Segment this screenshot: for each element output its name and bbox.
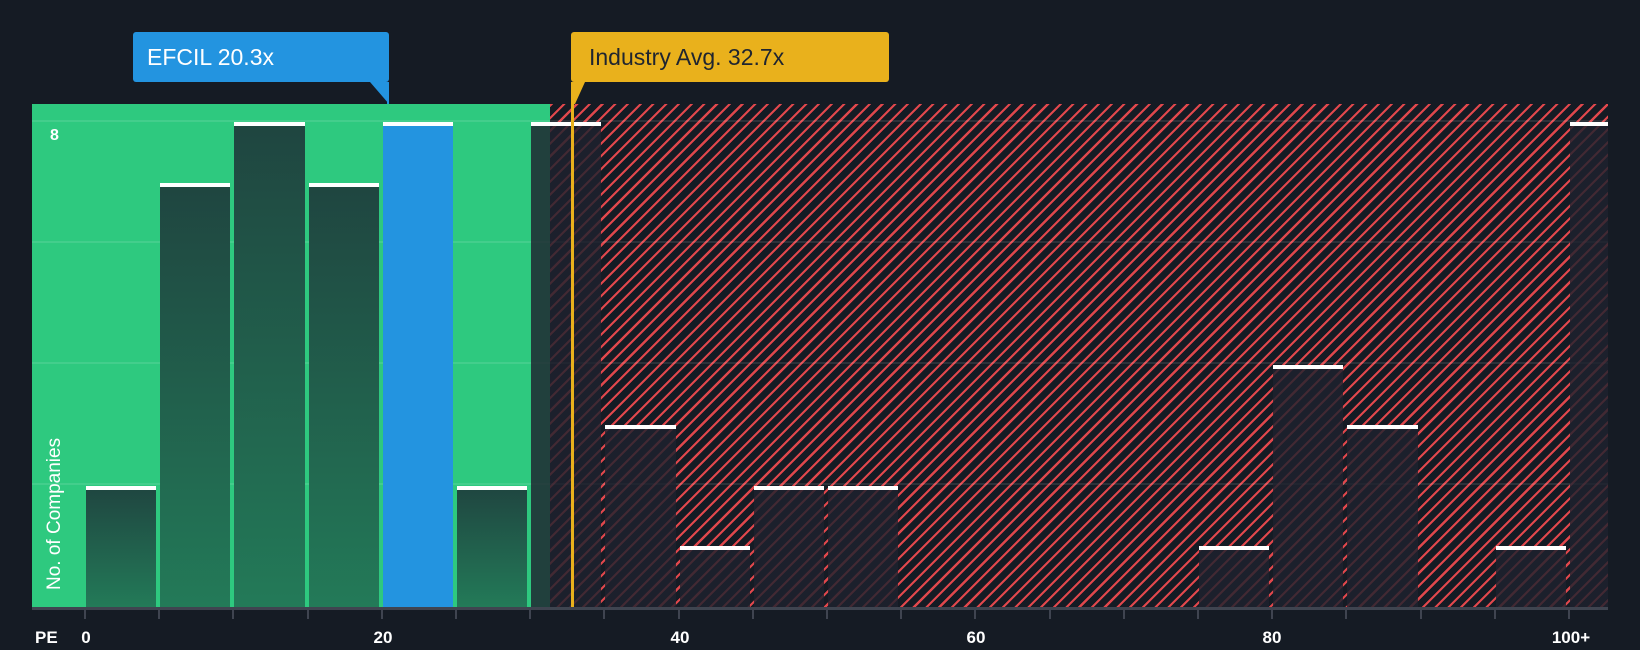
x-axis-tick — [158, 610, 161, 619]
x-axis-tick — [1197, 610, 1199, 619]
histogram-bar — [1347, 425, 1418, 607]
x-axis-tick — [232, 610, 235, 619]
company-callout-pointer — [370, 82, 389, 106]
gridline-2 — [32, 483, 1608, 485]
gridline-4 — [32, 362, 1608, 364]
x-axis-tick — [900, 610, 903, 619]
industry-avg-callout: Industry Avg. 32.7x — [571, 32, 889, 82]
histogram-bar — [1199, 546, 1270, 607]
bar-top-cap — [1273, 364, 1344, 369]
x-tick-label-20: 20 — [373, 628, 393, 647]
x-tick-label-80: 80 — [1262, 628, 1282, 647]
histogram-bar — [308, 182, 379, 607]
bar-top-cap — [382, 122, 453, 127]
company-pe-callout: EFCIL 20.3x — [133, 32, 389, 82]
x-axis-tick — [1122, 610, 1125, 619]
x-axis-tick — [1419, 610, 1422, 619]
histogram-bar — [1570, 122, 1608, 607]
bar-top-cap — [1495, 546, 1566, 551]
histogram-plot-area — [32, 104, 1608, 607]
histogram-bar — [605, 425, 676, 607]
x-axis-tick — [529, 610, 532, 619]
x-axis-tick — [603, 610, 606, 619]
x-axis-tick — [84, 610, 86, 619]
histogram-bar — [457, 485, 528, 607]
x-axis-tick — [826, 610, 828, 619]
histogram-bar — [753, 485, 824, 607]
histogram-bar — [234, 122, 305, 607]
industry-avg-label: Industry Avg. 32.7x — [589, 44, 785, 70]
histogram-bar — [160, 182, 231, 607]
x-tick-label-60: 60 — [966, 628, 986, 647]
histogram-bar — [382, 122, 453, 607]
histogram-bar — [828, 485, 899, 607]
bar-top-cap — [308, 182, 379, 187]
x-axis-tick — [677, 610, 680, 619]
bar-top-cap — [531, 122, 602, 127]
bar-top-cap — [86, 485, 157, 490]
x-tick-label-100plus: 100+ — [1551, 628, 1591, 647]
y-tick-8: 8 — [50, 127, 59, 144]
x-axis-tick — [1493, 610, 1496, 619]
bar-top-cap — [753, 485, 824, 490]
histogram-bar — [1273, 364, 1344, 607]
company-pe-label: EFCIL 20.3x — [147, 44, 274, 70]
industry-callout-pointer — [571, 82, 585, 104]
x-axis-tick — [1048, 610, 1051, 619]
x-axis-tick — [306, 610, 309, 619]
histogram-bar — [679, 546, 750, 607]
x-axis-tick — [1271, 610, 1274, 619]
bar-top-cap — [1570, 122, 1608, 127]
x-axis-tick — [751, 610, 754, 619]
x-axis-tick — [380, 610, 383, 619]
bar-top-cap — [457, 485, 528, 490]
bar-top-cap — [679, 546, 750, 551]
bar-top-cap — [1347, 425, 1418, 430]
bar-top-cap — [1199, 546, 1270, 551]
bar-top-cap — [160, 182, 231, 187]
histogram-bar — [531, 122, 602, 607]
x-axis-tick — [974, 610, 977, 619]
x-axis-tick — [455, 610, 457, 619]
x-axis-line — [32, 607, 1608, 610]
x-axis-tick — [1568, 610, 1570, 619]
y-axis-title: No. of Companies — [44, 437, 65, 590]
x-axis-title: PE — [35, 628, 58, 647]
industry-avg-line — [571, 104, 574, 607]
x-tick-label-0: 0 — [81, 628, 91, 647]
bar-top-cap — [828, 485, 899, 490]
x-tick-label-40: 40 — [670, 628, 690, 647]
gridline-8 — [32, 120, 1608, 122]
bar-top-cap — [605, 425, 676, 430]
gridline-6 — [32, 241, 1608, 243]
x-axis-tick — [1345, 610, 1348, 619]
bar-top-cap — [234, 122, 305, 127]
histogram-bar — [1495, 546, 1566, 607]
histogram-bar — [86, 485, 157, 607]
above-industry-zone — [550, 104, 1608, 607]
